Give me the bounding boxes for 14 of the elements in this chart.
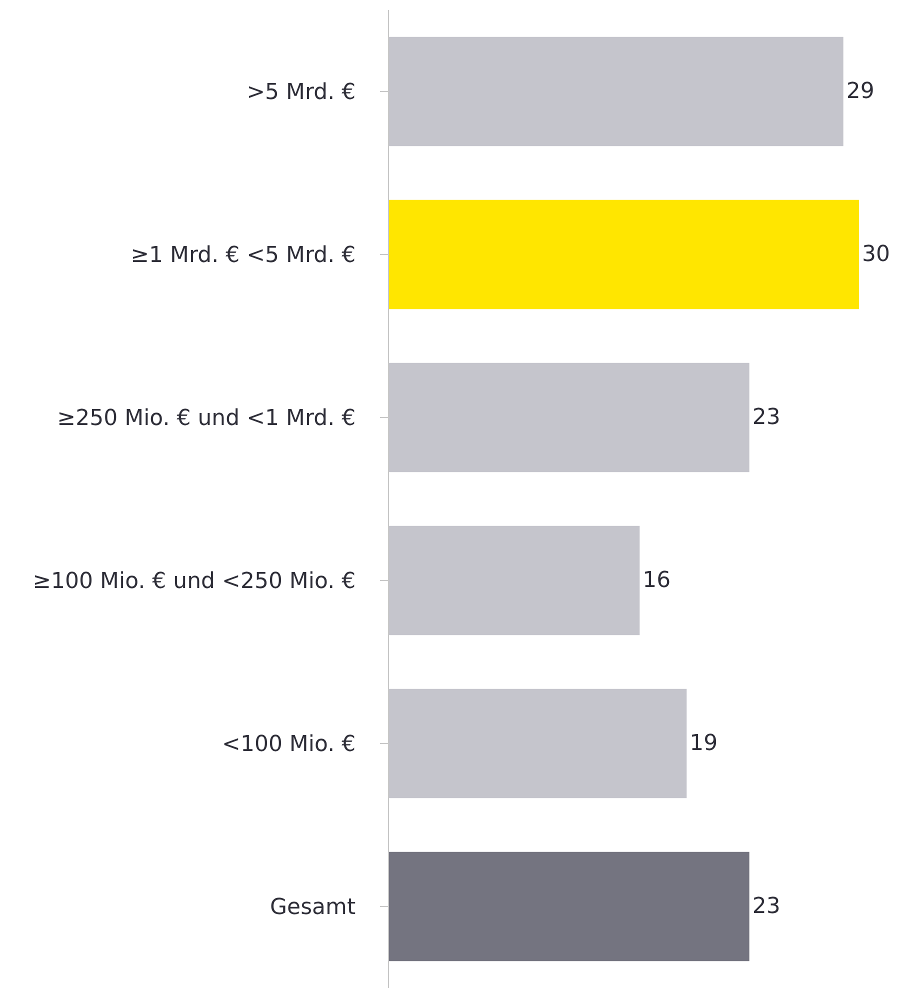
bar (389, 200, 859, 310)
data-label: 30 (862, 242, 890, 268)
data-label: 23 (752, 894, 780, 920)
data-label: 19 (690, 731, 718, 756)
data-label: 16 (642, 568, 671, 594)
data-label: 23 (752, 405, 780, 430)
bar (389, 852, 750, 962)
y-tick-label: <100 Mio. € (222, 732, 356, 758)
y-tick-label: Gesamt (270, 895, 356, 920)
y-tick-label: >5 Mrd. € (246, 80, 356, 106)
data-label: 29 (846, 79, 874, 104)
y-tick-label: ≥1 Mrd. € <5 Mrd. € (130, 243, 356, 268)
y-tick-label: ≥100 Mio. € und <250 Mio. € (32, 569, 356, 594)
y-tick-label: ≥250 Mio. € und <1 Mrd. € (57, 406, 356, 432)
